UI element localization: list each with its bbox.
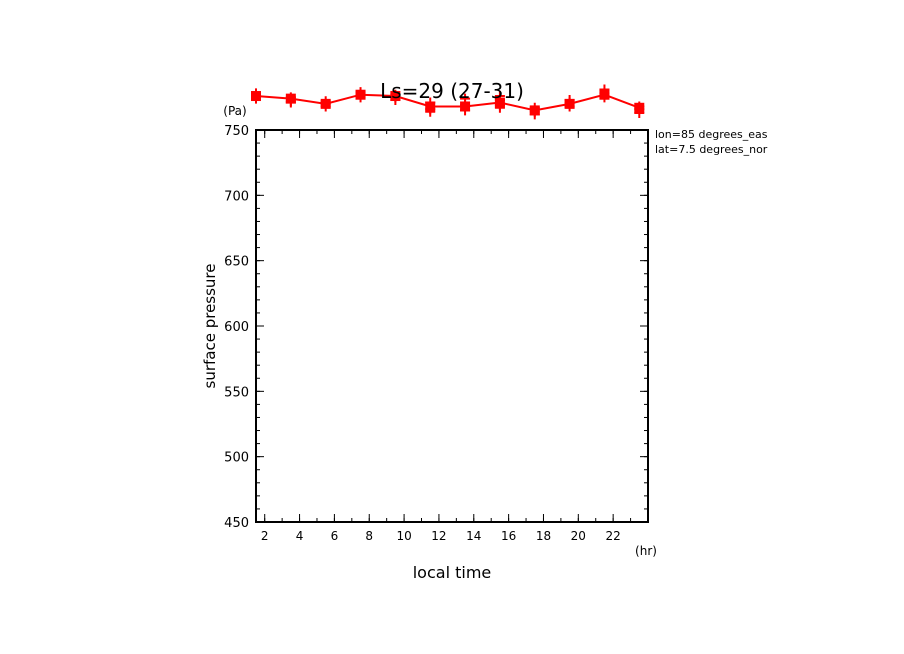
mean-marker xyxy=(285,93,296,104)
mean-marker xyxy=(320,98,331,109)
y-tick-label: 600 xyxy=(224,320,249,335)
x-tick-label: 12 xyxy=(431,529,446,543)
x-unit-label: (hr) xyxy=(635,544,657,558)
mean-marker xyxy=(251,91,261,102)
x-tick-label: 6 xyxy=(331,529,339,543)
x-tick-label: 20 xyxy=(571,529,586,543)
x-tick-label: 2 xyxy=(261,529,269,543)
series-layer xyxy=(251,84,645,120)
x-axis-label: local time xyxy=(413,563,492,582)
y-tick-label: 550 xyxy=(224,385,249,400)
x-tick-label: 22 xyxy=(606,529,621,543)
y-unit-label: (Pa) xyxy=(223,104,246,118)
series-line xyxy=(255,93,640,112)
annotation-lon: lon=85 degrees_eas xyxy=(655,128,768,141)
axes-layer: 2 4 6 8 10 12 14 16 18 20 22 450 500 550 600 650 700 750 xyxy=(224,124,648,543)
x-tick-label: 4 xyxy=(296,529,304,543)
y-tick-label: 750 xyxy=(224,124,249,139)
mean-marker xyxy=(599,89,610,100)
mean-marker xyxy=(529,105,540,116)
chart-title: Ls=29 (27-31) xyxy=(380,79,524,103)
mean-marker xyxy=(390,91,401,102)
x-tick-label: 8 xyxy=(365,529,373,543)
annotation-lat: lat=7.5 degrees_nor xyxy=(655,143,768,156)
mean-marker xyxy=(425,101,436,112)
x-tick-label: 10 xyxy=(396,529,411,543)
y-axis-label: surface pressure xyxy=(201,264,219,389)
mean-marker xyxy=(494,97,505,108)
mean-marker xyxy=(634,102,645,113)
y-tick-label: 650 xyxy=(224,255,249,270)
x-tick-label: 18 xyxy=(536,529,551,543)
mean-marker xyxy=(355,89,366,100)
plot-frame xyxy=(255,129,649,523)
x-tick-label: 16 xyxy=(501,529,516,543)
x-tick-label: 14 xyxy=(466,529,481,543)
mean-marker xyxy=(564,98,575,109)
y-tick-label: 500 xyxy=(224,451,249,466)
y-tick-label: 700 xyxy=(224,189,249,204)
mean-marker xyxy=(460,101,471,112)
y-tick-label: 450 xyxy=(224,516,249,531)
